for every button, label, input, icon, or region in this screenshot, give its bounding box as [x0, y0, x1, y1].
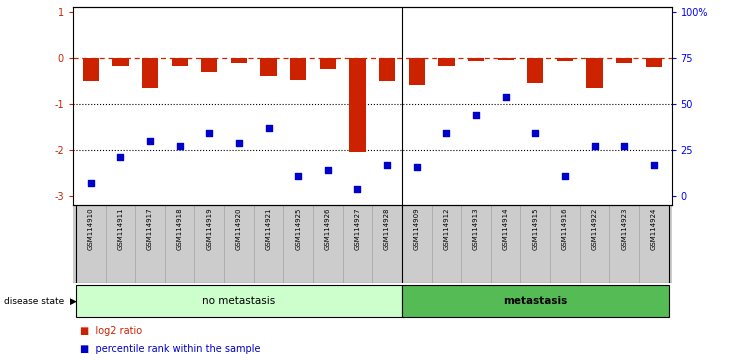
- Text: GSM114928: GSM114928: [384, 208, 390, 250]
- Point: [588, 143, 600, 149]
- Bar: [498, 58, 514, 59]
- Text: GSM114911: GSM114911: [118, 208, 123, 250]
- Text: metastasis: metastasis: [503, 296, 567, 306]
- Text: GSM114924: GSM114924: [651, 208, 657, 250]
- Point: [174, 143, 185, 149]
- Point: [204, 131, 215, 136]
- Point: [618, 143, 630, 149]
- Text: GSM114925: GSM114925: [295, 208, 301, 250]
- Bar: [468, 58, 484, 61]
- Point: [85, 180, 96, 186]
- Text: disease state  ▶: disease state ▶: [4, 296, 77, 306]
- Bar: [379, 58, 395, 81]
- Point: [470, 112, 482, 118]
- Text: GSM114918: GSM114918: [177, 208, 182, 250]
- Text: GSM114915: GSM114915: [532, 208, 538, 250]
- Text: GSM114914: GSM114914: [503, 208, 509, 250]
- Point: [500, 94, 512, 99]
- Point: [440, 131, 452, 136]
- Point: [263, 125, 274, 131]
- Bar: [112, 58, 128, 66]
- Bar: [409, 58, 425, 85]
- Text: GSM114922: GSM114922: [591, 208, 598, 250]
- Bar: [142, 58, 158, 88]
- Point: [648, 162, 660, 167]
- Bar: [290, 58, 307, 80]
- Point: [559, 173, 571, 179]
- Text: GSM114923: GSM114923: [621, 208, 627, 250]
- Point: [293, 173, 304, 179]
- Bar: [616, 58, 632, 63]
- Bar: [527, 58, 543, 83]
- Text: GSM114921: GSM114921: [266, 208, 272, 250]
- Bar: [231, 58, 247, 63]
- Point: [115, 155, 126, 160]
- Bar: [82, 58, 99, 81]
- Point: [411, 164, 423, 170]
- Bar: [645, 58, 662, 67]
- Text: GSM114917: GSM114917: [147, 208, 153, 250]
- Text: GSM114926: GSM114926: [325, 208, 331, 250]
- Bar: [172, 58, 188, 66]
- Point: [145, 138, 156, 144]
- Point: [233, 140, 245, 145]
- Bar: [320, 58, 336, 69]
- Text: no metastasis: no metastasis: [202, 296, 275, 306]
- Bar: [586, 58, 603, 88]
- Point: [381, 162, 393, 167]
- Bar: [201, 58, 218, 72]
- Text: GSM114916: GSM114916: [562, 208, 568, 250]
- Text: GSM114919: GSM114919: [207, 208, 212, 250]
- Text: ■  log2 ratio: ■ log2 ratio: [80, 326, 142, 336]
- Bar: [438, 58, 455, 66]
- Text: GSM114909: GSM114909: [414, 208, 420, 250]
- Point: [322, 167, 334, 173]
- Text: GSM114927: GSM114927: [355, 208, 361, 250]
- Bar: [557, 58, 573, 61]
- Bar: [350, 58, 366, 152]
- Text: GSM114920: GSM114920: [236, 208, 242, 250]
- Text: ■  percentile rank within the sample: ■ percentile rank within the sample: [80, 344, 261, 354]
- Text: GSM114913: GSM114913: [473, 208, 479, 250]
- Bar: [76, 285, 402, 317]
- Point: [352, 186, 364, 192]
- Bar: [261, 58, 277, 76]
- Text: GSM114910: GSM114910: [88, 208, 93, 250]
- Bar: [402, 285, 669, 317]
- Point: [529, 131, 541, 136]
- Text: GSM114912: GSM114912: [443, 208, 450, 250]
